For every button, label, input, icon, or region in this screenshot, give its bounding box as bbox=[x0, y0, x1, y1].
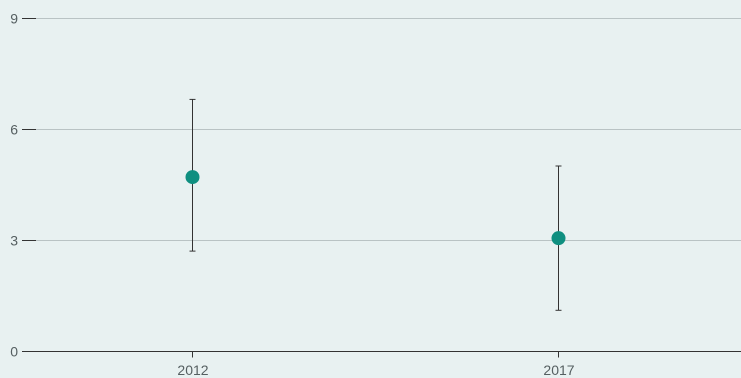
y-tick-label-3: 3 bbox=[10, 233, 18, 249]
y-axis-ticks: 0 3 6 9 bbox=[10, 11, 36, 360]
y-tick-label-9: 9 bbox=[10, 11, 18, 27]
x-tick-label-2017: 2017 bbox=[543, 362, 574, 378]
x-tick-label-2012: 2012 bbox=[177, 362, 208, 378]
data-marks bbox=[185, 98, 566, 311]
x-axis: 2012 2017 bbox=[22, 351, 741, 378]
y-tick-label-6: 6 bbox=[10, 122, 18, 138]
data-point-2012 bbox=[185, 170, 200, 185]
data-point-2017 bbox=[551, 231, 566, 246]
gridlines bbox=[36, 18, 741, 241]
y-tick-label-0: 0 bbox=[10, 344, 18, 360]
